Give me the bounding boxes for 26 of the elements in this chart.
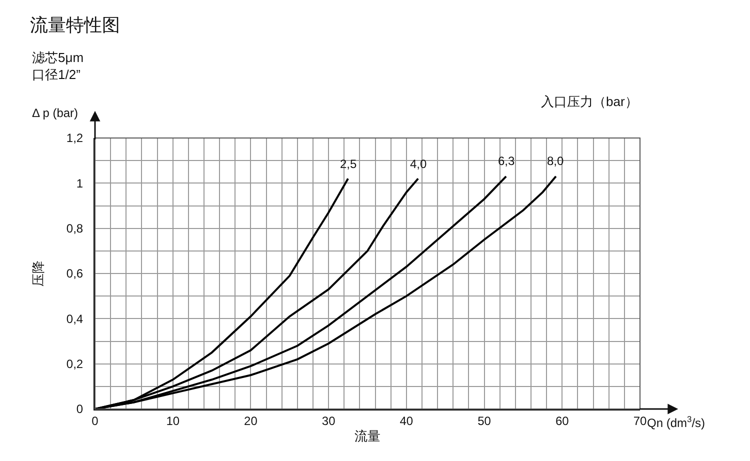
y-tick-label: 0,4: [66, 312, 84, 326]
y-tick-label: 0,2: [66, 357, 84, 372]
y-tick-label: 0: [76, 402, 84, 416]
y-axis-title: 压降: [30, 260, 46, 286]
x-axis-title: 流量: [354, 428, 380, 444]
y-tick-label: 0,8: [66, 222, 84, 236]
text: Δ p (bar): [32, 106, 78, 120]
x-tick-label: 50: [478, 414, 492, 428]
chart-title: 流量特性图: [30, 15, 120, 36]
series-label: 2,5: [340, 157, 358, 171]
x-tick-label: 0: [92, 414, 99, 428]
x-tick-label: 30: [322, 414, 336, 428]
series-label: 8,0: [547, 154, 564, 168]
series-label: 4,0: [410, 157, 428, 171]
y-tick-label: 0,6: [66, 266, 84, 281]
x-tick-label: 70: [633, 414, 647, 428]
series-label: 6,3: [498, 154, 516, 168]
chart-subtitle: 滤芯5μm 口径1/2”: [32, 50, 84, 82]
x-tick-label: 10: [166, 414, 180, 428]
legend-title: 入口压力（bar）: [541, 94, 638, 109]
y-tick-label: 1,2: [66, 131, 84, 146]
text: Qn (dm$^{3}$/s): [647, 414, 706, 430]
x-tick-label: 20: [244, 414, 258, 428]
x-tick-label: 40: [400, 414, 414, 428]
y-tick-label: 1: [76, 176, 84, 190]
x-tick-label: 60: [555, 414, 570, 428]
